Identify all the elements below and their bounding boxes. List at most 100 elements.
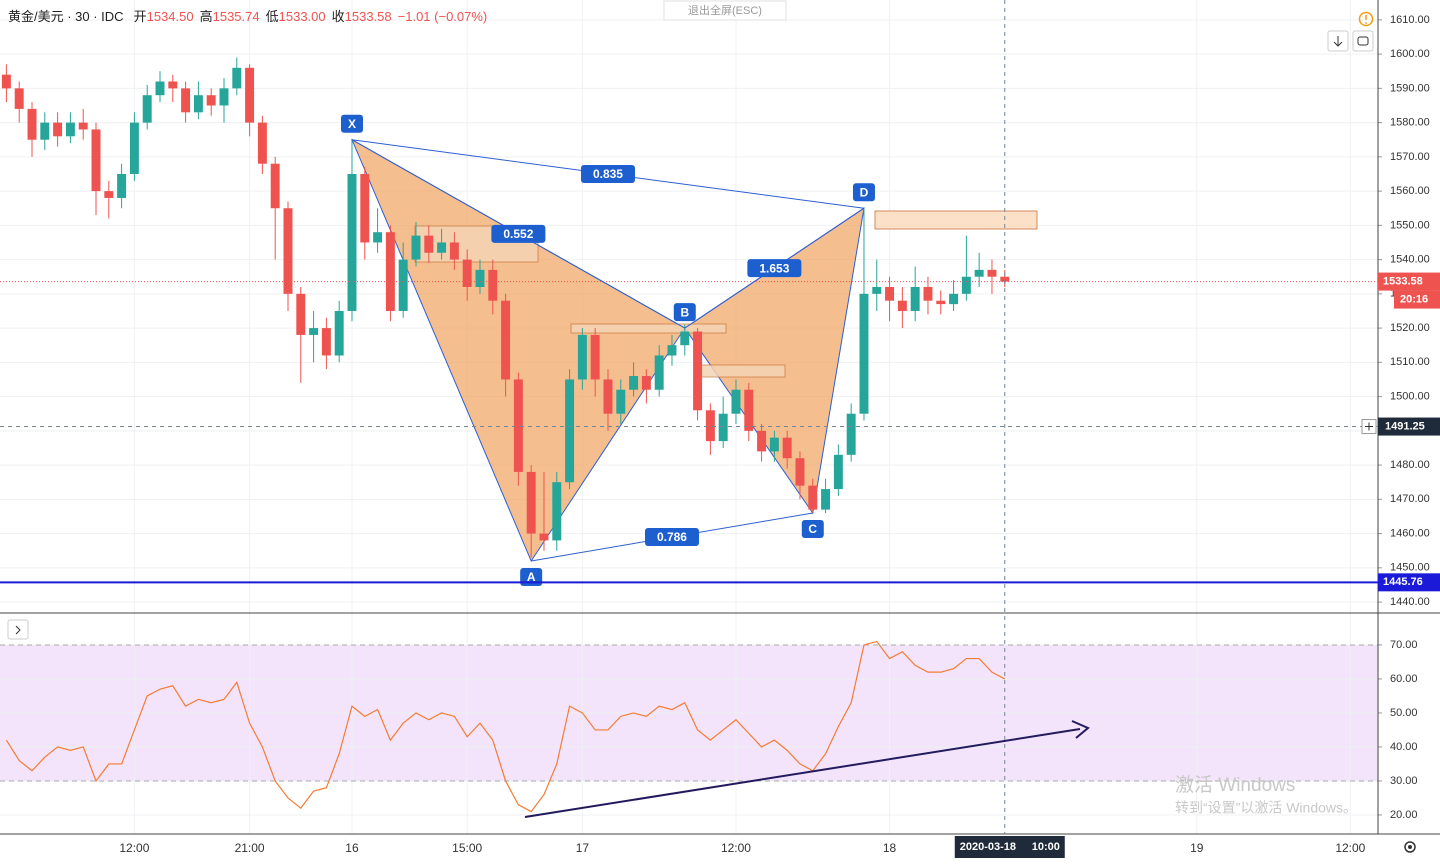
candle-body xyxy=(193,95,203,113)
y-tick-label: 60.00 xyxy=(1390,673,1418,685)
candle-body xyxy=(155,81,165,96)
ratio-box xyxy=(747,259,802,278)
candle-body xyxy=(513,379,523,472)
candle-body xyxy=(565,379,575,483)
candle-body xyxy=(693,331,703,411)
y-tick-label: 1520.00 xyxy=(1390,322,1430,334)
point-box xyxy=(852,183,875,202)
y-tick-label: 1500.00 xyxy=(1390,390,1430,402)
ratio-label: 0.786 xyxy=(657,530,687,544)
point-box xyxy=(801,520,824,539)
countdown-tag xyxy=(1394,290,1440,309)
rsi-line xyxy=(5,640,1006,813)
x-tick-label: 12:00 xyxy=(119,841,149,855)
exit-fullscreen-button[interactable] xyxy=(663,0,787,21)
candle-body xyxy=(424,235,434,253)
point-label: D xyxy=(860,185,869,199)
candle-body xyxy=(1000,276,1010,282)
exit-fullscreen-text: 退出全屏(ESC) xyxy=(688,3,762,17)
settings-icon[interactable] xyxy=(1404,841,1416,853)
x-tick-label: 17 xyxy=(576,841,590,855)
candle-body xyxy=(782,437,792,459)
field-label: 低 xyxy=(266,9,279,24)
candle-body xyxy=(577,334,587,380)
y-tick-label: 50.00 xyxy=(1390,707,1418,719)
point-label: X xyxy=(348,117,356,131)
collapse-button[interactable] xyxy=(7,619,29,640)
watermark: 转到“设置”以激活 Windows。 xyxy=(1175,800,1357,816)
candle-body xyxy=(309,328,319,335)
candle-body xyxy=(744,389,754,431)
candle-body xyxy=(539,533,549,541)
reset-button[interactable] xyxy=(1352,30,1374,52)
field-value: 1535.74 xyxy=(213,9,260,24)
candle-body xyxy=(462,259,472,287)
y-tick-label: 1570.00 xyxy=(1390,151,1430,163)
y-tick-label: 1550.00 xyxy=(1390,219,1430,231)
countdown-label: 20:16 xyxy=(1400,293,1428,305)
y-tick-label: 1540.00 xyxy=(1390,254,1430,266)
y-tick-label: 1510.00 xyxy=(1390,356,1430,368)
candle-body xyxy=(488,269,498,301)
watermark: 激活 Windows xyxy=(1175,774,1295,796)
candle-body xyxy=(1,74,11,89)
crosshair-plus-icon xyxy=(1365,422,1373,431)
candle-body xyxy=(680,331,690,346)
candle-body xyxy=(270,163,280,209)
candle-body xyxy=(65,122,75,137)
candle-body xyxy=(718,413,728,442)
candle-body xyxy=(616,389,626,414)
x-tick-label: 16 xyxy=(345,841,359,855)
zone xyxy=(570,323,727,334)
candle-body xyxy=(501,300,511,380)
candle-body xyxy=(923,286,933,301)
field-label: 高 xyxy=(200,9,213,24)
candle-body xyxy=(872,286,882,294)
candle-body xyxy=(641,376,651,390)
candle-body xyxy=(27,108,37,140)
crosshair-date: 2020-03-18 xyxy=(960,841,1016,853)
y-tick-label: 1460.00 xyxy=(1390,527,1430,539)
candle-body xyxy=(885,286,895,301)
field-label: 开 xyxy=(134,9,147,24)
y-tick-label: 1440.00 xyxy=(1390,596,1430,608)
x-tick-label: 21:00 xyxy=(235,841,265,855)
candle-body xyxy=(385,232,395,311)
alert-icon[interactable] xyxy=(1358,11,1374,27)
y-tick-label: 1600.00 xyxy=(1390,48,1430,60)
point-label: A xyxy=(527,570,536,584)
candle-body xyxy=(373,232,383,243)
crosshair-date-tag xyxy=(954,836,1065,858)
ratio-label: 0.552 xyxy=(503,227,533,241)
candle-body xyxy=(104,191,114,198)
header: 黄金/美元 · 30 · IDC 开1534.50 高1535.74 低1533.00… xyxy=(8,9,487,24)
candle-body xyxy=(795,458,805,486)
candle-body xyxy=(398,259,408,311)
pattern-triangle xyxy=(350,138,686,563)
candle-body xyxy=(449,242,459,260)
candle-body xyxy=(910,286,920,311)
point-box xyxy=(673,303,696,322)
candle-body xyxy=(808,485,818,510)
y-tick-label: 1560.00 xyxy=(1390,185,1430,197)
candle-body xyxy=(526,471,536,534)
candle-body xyxy=(53,122,63,137)
candle-body xyxy=(129,122,139,174)
candle-body xyxy=(232,67,242,89)
arrow-head xyxy=(1071,720,1090,739)
scroll-button[interactable] xyxy=(1327,30,1349,52)
candle-body xyxy=(411,235,421,260)
crosshair-price-label: 1491.25 xyxy=(1385,420,1425,432)
crosshair-time: 10:00 xyxy=(1032,841,1060,853)
candle-body xyxy=(219,88,229,106)
x-tick-label: 19 xyxy=(1190,841,1204,855)
x-tick-label: 18 xyxy=(883,841,897,855)
candle-body xyxy=(705,410,715,442)
ratio-box xyxy=(491,224,546,243)
candle-body xyxy=(78,122,88,130)
candle-body xyxy=(334,310,344,356)
candle-body xyxy=(961,276,971,294)
